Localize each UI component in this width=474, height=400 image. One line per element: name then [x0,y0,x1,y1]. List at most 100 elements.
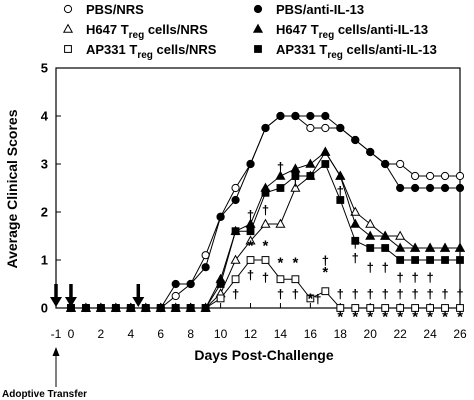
data-point [411,171,420,181]
annotation-mark: † [382,260,389,275]
data-point [365,230,376,240]
annotation-mark: * [397,309,403,326]
x-tick-label: 8 [187,327,194,341]
legend-item-ap331_anti: AP331 Treg cells/anti-IL-13 [254,42,437,61]
data-point [245,235,256,245]
legend-marker [252,23,264,33]
data-point [351,236,360,245]
annotation-mark: † [262,270,269,285]
x-axis-label: Days Post-Challenge [194,347,333,363]
data-point [201,304,210,312]
data-point [381,304,390,312]
data-point [456,304,464,312]
data-point [216,294,225,303]
data-point [290,182,301,192]
legend-item-ap331_nrs: AP331 Treg cells/NRS [64,42,217,61]
annotation-mark: * [278,254,284,271]
data-point [335,170,346,180]
annotation-mark: * [457,309,463,326]
treatment-arrow-icon [50,297,62,307]
annotation-mark: * [337,309,343,326]
legend-marker [64,45,72,53]
x-tick-label: 12 [244,327,258,341]
data-point [396,304,405,312]
annotation-mark: † [411,287,418,302]
data-point [291,275,300,284]
data-point [321,123,330,133]
x-tick-label: 22 [393,327,407,341]
annotation-mark: † [292,174,299,189]
data-point [396,159,405,169]
data-point [381,159,390,169]
y-axis-label: Average Clinical Scores [4,109,20,268]
data-point [454,242,466,252]
data-point [276,111,285,121]
annotation-mark: † [352,287,359,302]
legend-label: AP331 Treg cells/NRS [86,42,217,61]
annotation-mark: † [426,270,433,285]
data-point [455,171,465,181]
data-point [186,304,195,312]
data-point [439,242,451,252]
annotation-mark: † [314,291,321,306]
transfer-arrow-icon [52,347,60,356]
annotation-mark: * [248,238,254,255]
data-point [186,279,195,289]
data-point [411,256,420,264]
data-point [230,254,241,264]
annotation-mark: * [442,309,448,326]
data-point [260,218,271,228]
data-point [291,111,300,121]
data-point [231,227,240,236]
data-point [276,275,285,284]
legend-label: PBS/anti-IL-13 [276,2,364,17]
annotation-mark: † [277,159,284,174]
x-tick-label: 20 [364,327,378,341]
data-point [381,244,390,252]
data-point [456,256,464,264]
x-tick-label: 4 [127,327,134,341]
annotation-mark: † [247,207,254,222]
annotation-mark: † [352,251,359,266]
data-point [440,171,450,181]
x-tick-label: 14 [274,327,288,341]
data-point [366,244,375,252]
annotation-mark: † [277,287,284,302]
data-point [411,183,420,193]
data-point [336,123,345,133]
data-point [440,183,450,193]
data-point [426,304,434,312]
data-point [82,304,90,312]
series-h647_nrs [65,146,466,312]
data-point [231,195,240,205]
x-tick-label: 26 [453,327,467,341]
annotation-mark: † [322,253,329,268]
data-point [306,172,315,180]
x-tick-label: 6 [157,327,164,341]
data-point [425,183,435,193]
data-point [396,183,405,193]
legend: PBS/NRS PBS/anti-IL-13 H647 Treg cells/NRS… [62,2,437,61]
data-point [380,230,391,240]
data-point [455,183,465,193]
x-tick-label: 18 [334,327,348,341]
data-point [396,256,405,264]
annotation-mark: * [367,309,373,326]
annotation-mark: * [292,254,298,271]
data-point [261,256,270,264]
x-tick-label: 2 [98,327,105,341]
legend-label: PBS/NRS [86,2,144,17]
significance-annotations: †* *† †† †††*†*† * †*††††† †† † †† † † † † † † † †* * * * * *… [232,159,464,325]
data-point [156,304,165,312]
data-point [425,171,435,181]
data-point [305,158,316,168]
data-point [441,304,449,312]
data-point [290,163,301,173]
data-point [276,184,285,192]
data-point [246,256,255,264]
data-point [441,256,449,264]
legend-marker [253,4,263,14]
data-point [411,304,420,312]
data-point [291,172,300,180]
data-point [395,242,406,252]
